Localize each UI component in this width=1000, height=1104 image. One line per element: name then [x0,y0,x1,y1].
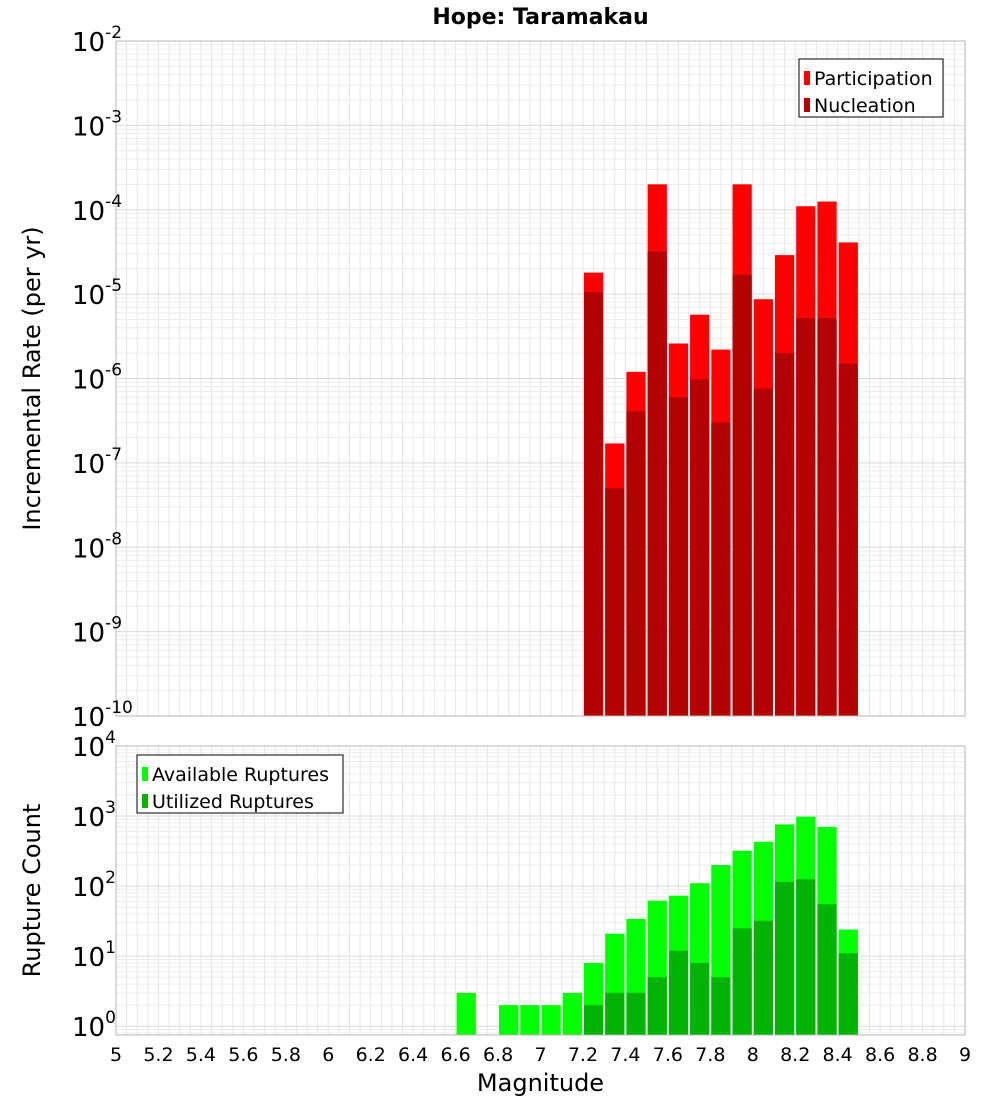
panel-2-bar-primary [562,992,582,1035]
x-tick-label: 6.8 [483,1044,513,1066]
panel-2-bar-secondary [711,977,731,1035]
panel-2-bar-secondary [817,904,837,1035]
panel-1-bar-secondary [605,488,625,716]
panel-2-y-tick-label: 102 [72,868,116,903]
panel-2-bar-secondary [647,977,667,1035]
panel-1-y-tick-label: 10-10 [72,698,133,733]
panel-2-frame [115,745,966,1036]
x-tick-label: 5 [110,1044,122,1066]
x-tick-label: 8.4 [823,1044,853,1066]
panel-1-y-tick-label: 10-7 [72,445,122,480]
panel-1-bar-secondary [753,388,773,716]
panel-2-bar-secondary [774,881,795,1035]
x-tick-label: 6.2 [356,1044,386,1066]
panel-2-bar-primary [456,992,476,1035]
x-tick-label: 5.2 [143,1044,173,1066]
panel-1-y-tick-label: 10-3 [72,107,122,142]
panel-1-bar-secondary [583,292,604,716]
x-tick-label: 6.4 [398,1044,428,1066]
text-layer: 10-10 10-9 10-8 10-7 10-6 10-5 10-4 10-3 10-2 Inc… [18,5,971,1097]
panel-1-y-tick-label: 10-5 [72,276,122,311]
panel-1-bar-secondary [732,274,752,716]
panel-2-bar-secondary [626,992,646,1035]
panel-2-y-tick-label: 103 [72,798,116,833]
panel-1-bar-secondary [668,397,689,716]
panel-2-bar-secondary [796,879,816,1035]
bar-layer [456,184,858,1035]
panel-2-legend-label: Utilized Ruptures [152,791,314,813]
chart-title: Hope: Taramakau [432,5,648,30]
panel-1-y-tick-label: 10-8 [72,529,122,564]
panel-1-y-axis-label: Incremental Rate (per yr) [18,226,46,530]
panel-1-legend-label: Nucleation [814,95,916,117]
legend-layer: Participation Nucleation Available Rupture… [136,58,944,814]
panel-1-bar-secondary [817,318,837,716]
panel-1-y-tick-label: 10-9 [72,614,122,649]
panel-2-legend-swatch [142,794,148,808]
panel-1-legend-swatch [804,98,810,112]
panel-1-y-tick-label: 10-2 [72,23,122,58]
x-tick-label: 6.6 [440,1044,470,1066]
panel-1-bar-secondary [711,422,731,716]
x-tick-label: 5.4 [186,1044,216,1066]
panel-2-bar-primary [541,1005,561,1035]
panel-1-y-tick-label: 10-6 [72,361,122,396]
panel-2-bar-secondary [583,1005,604,1035]
x-tick-label: 7.2 [568,1044,598,1066]
x-tick-label: 5.6 [228,1044,258,1066]
panel-2-y-tick-label: 101 [72,938,116,973]
x-tick-label: 8.2 [780,1044,810,1066]
panel-1-bar-secondary [690,379,710,716]
x-axis-label: Magnitude [477,1069,604,1097]
panel-2-y-tick-label: 104 [72,728,116,763]
x-tick-label: 6 [322,1044,334,1066]
panel-1-bar-secondary [774,353,795,716]
x-tick-label: 8.8 [907,1044,937,1066]
x-tick-label: 7.8 [695,1044,725,1066]
panel-2-bar-secondary [838,953,858,1035]
panel-2-bar-secondary [732,928,752,1035]
panel-2-y-tick-label: 100 [72,1008,116,1043]
panel-1-y-tick-label: 10-4 [72,192,122,227]
x-tick-label: 7.6 [653,1044,683,1066]
panel-2-bar-secondary [605,992,625,1035]
panel-2-legend-swatch [142,767,148,781]
frame-layer [115,40,966,1036]
panel-2-bar-primary [520,1005,540,1035]
panel-1-bar-secondary [647,251,667,716]
panel-1-bar-secondary [796,318,816,716]
panel-1-legend-swatch [804,71,810,85]
x-tick-label: 7 [534,1044,546,1066]
panel-1-bar-secondary [626,411,646,716]
panel-2-bar-secondary [668,950,689,1035]
panel-2-legend-label: Available Ruptures [152,764,329,786]
panel-1-frame [115,40,966,717]
x-tick-label: 8.6 [865,1044,895,1066]
x-tick-label: 8 [747,1044,759,1066]
x-tick-label: 9 [959,1044,971,1066]
panel-1-legend-label: Participation [814,68,933,90]
panel-2-bar-secondary [753,920,773,1035]
panel-1-legend [798,58,944,118]
x-tick-label: 7.4 [610,1044,640,1066]
panel-2-y-axis-label: Rupture Count [18,804,46,978]
panel-2-legend [136,754,344,814]
panel-1-bar-secondary [838,363,858,716]
panel-2-bar-secondary [690,962,710,1035]
panel-2-bar-primary [499,1005,519,1035]
grid-layer [115,40,966,1035]
x-tick-label: 5.8 [271,1044,301,1066]
